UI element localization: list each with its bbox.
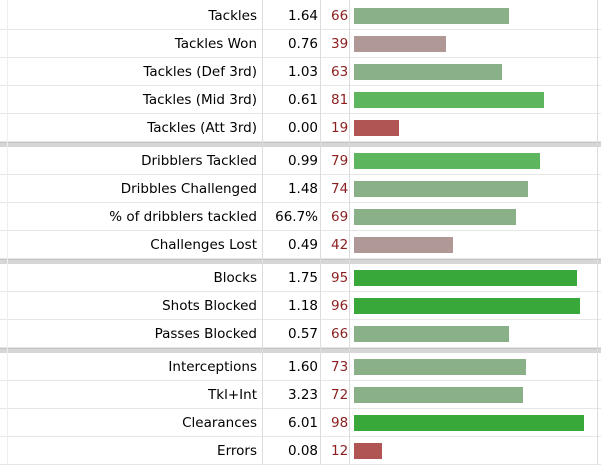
percentile-bar xyxy=(354,443,382,459)
stat-percentile: 98 xyxy=(331,415,349,431)
stat-value: 1.75 xyxy=(287,270,318,286)
stat-label: Tackles Won xyxy=(174,36,257,52)
stat-value: 0.08 xyxy=(287,443,318,459)
stat-label: Dribbles Challenged xyxy=(120,181,257,197)
stat-row: Tkl+Int 3.23 72 xyxy=(0,381,601,409)
stat-value: 1.64 xyxy=(287,8,318,24)
percentile-bar xyxy=(354,64,502,80)
percentile-bar xyxy=(354,270,577,286)
stat-row: Tackles 1.64 66 xyxy=(0,2,601,30)
stat-label: Tackles (Att 3rd) xyxy=(147,120,257,136)
column-divider xyxy=(349,0,350,464)
stat-label: Tackles xyxy=(208,8,257,24)
stat-label: Shots Blocked xyxy=(162,298,257,314)
stat-value: 0.99 xyxy=(287,153,318,169)
stat-value: 0.49 xyxy=(287,237,318,253)
stat-row: % of dribblers tackled 66.7% 69 xyxy=(0,203,601,231)
stat-row: Tackles (Def 3rd) 1.03 63 xyxy=(0,58,601,86)
stat-row: Dribbles Challenged 1.48 74 xyxy=(0,175,601,203)
stat-label: Passes Blocked xyxy=(154,326,257,342)
stat-percentile: 74 xyxy=(331,181,349,197)
percentile-bar xyxy=(354,120,399,136)
column-divider xyxy=(597,0,598,464)
group-separator xyxy=(0,142,601,147)
stat-row: Interceptions 1.60 73 xyxy=(0,353,601,381)
stat-percentile: 79 xyxy=(331,153,349,169)
stat-row: Tackles Won 0.76 39 xyxy=(0,30,601,58)
stat-percentile: 66 xyxy=(331,326,349,342)
stat-value: 66.7% xyxy=(275,209,318,225)
stat-percentile: 39 xyxy=(331,36,349,52)
stat-value: 3.23 xyxy=(287,387,318,403)
stat-label: Tackles (Mid 3rd) xyxy=(142,92,257,108)
stat-value: 6.01 xyxy=(287,415,318,431)
group-separator xyxy=(0,259,601,264)
stat-label: Challenges Lost xyxy=(150,237,257,253)
stat-percentile: 19 xyxy=(331,120,349,136)
stat-label: Clearances xyxy=(182,415,257,431)
column-divider xyxy=(7,0,8,464)
percentile-bar xyxy=(354,387,523,403)
stat-row: Clearances 6.01 98 xyxy=(0,409,601,437)
stat-label: Errors xyxy=(217,443,257,459)
stat-percentile: 95 xyxy=(331,270,349,286)
stat-label: Blocks xyxy=(213,270,257,286)
stat-percentile: 63 xyxy=(331,64,349,80)
stat-label: % of dribblers tackled xyxy=(109,209,257,225)
stat-row: Dribblers Tackled 0.99 79 xyxy=(0,147,601,175)
column-divider xyxy=(320,0,321,464)
percentile-bar xyxy=(354,326,509,342)
stat-percentile: 73 xyxy=(331,359,349,375)
stat-percentile: 42 xyxy=(331,237,349,253)
percentile-bar xyxy=(354,298,580,314)
percentile-bar xyxy=(354,92,544,108)
stat-value: 1.60 xyxy=(287,359,318,375)
stat-row: Errors 0.08 12 xyxy=(0,437,601,465)
group-separator xyxy=(0,348,601,353)
stat-value: 1.48 xyxy=(287,181,318,197)
percentile-bar xyxy=(354,237,453,253)
stat-value: 0.61 xyxy=(287,92,318,108)
stat-value: 1.18 xyxy=(287,298,318,314)
percentile-bar xyxy=(354,415,584,431)
stat-row: Tackles (Mid 3rd) 0.61 81 xyxy=(0,86,601,114)
stat-row: Passes Blocked 0.57 66 xyxy=(0,320,601,348)
stat-value: 0.76 xyxy=(287,36,318,52)
stat-row: Shots Blocked 1.18 96 xyxy=(0,292,601,320)
stat-label: Tkl+Int xyxy=(208,387,257,403)
stat-value: 0.00 xyxy=(287,120,318,136)
percentile-bar xyxy=(354,8,509,24)
percentile-bar xyxy=(354,181,528,197)
stat-label: Dribblers Tackled xyxy=(141,153,257,169)
stat-row: Tackles (Att 3rd) 0.00 19 xyxy=(0,114,601,142)
stat-percentile: 96 xyxy=(331,298,349,314)
stat-label: Interceptions xyxy=(168,359,257,375)
column-divider xyxy=(262,0,263,464)
percentile-bar xyxy=(354,36,446,52)
percentile-bar xyxy=(354,359,526,375)
stat-value: 1.03 xyxy=(287,64,318,80)
stat-label: Tackles (Def 3rd) xyxy=(143,64,257,80)
stat-percentile: 69 xyxy=(331,209,349,225)
stat-row: Challenges Lost 0.49 42 xyxy=(0,231,601,259)
percentile-bar xyxy=(354,209,516,225)
stat-percentile: 66 xyxy=(331,8,349,24)
stat-percentile: 12 xyxy=(331,443,349,459)
stat-percentile: 72 xyxy=(331,387,349,403)
stat-percentile: 81 xyxy=(331,92,349,108)
stat-value: 0.57 xyxy=(287,326,318,342)
stat-row: Blocks 1.75 95 xyxy=(0,264,601,292)
percentile-bar xyxy=(354,153,540,169)
